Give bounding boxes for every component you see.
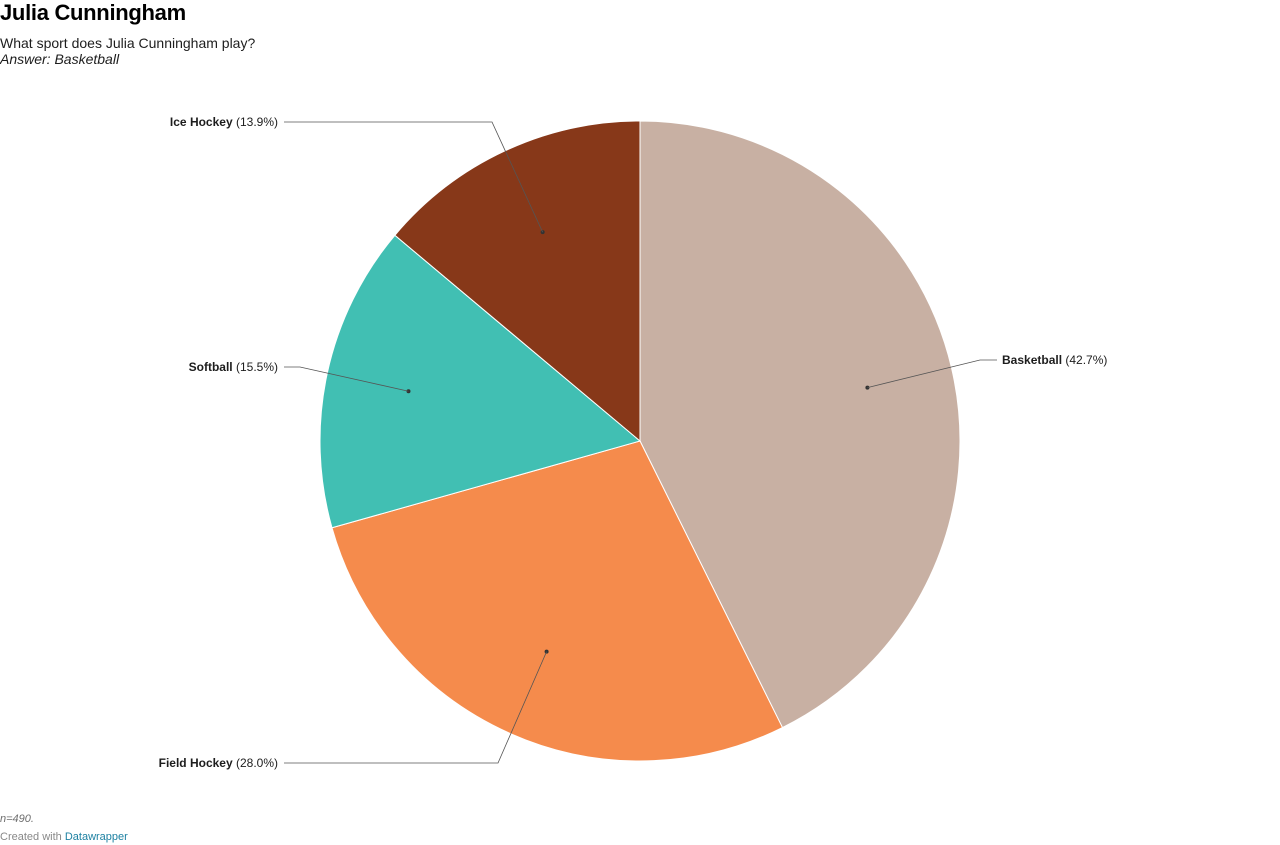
slice-label-name: Basketball [1002, 353, 1062, 367]
pie-slices [319, 120, 961, 762]
pie-labels: Basketball (42.7%) Field Hockey (28.0%) So… [159, 115, 1108, 770]
slice-label-softball: Softball (15.5%) [189, 360, 278, 374]
chart-answer: Answer: Basketball [0, 51, 120, 67]
slice-label-name: Field Hockey [159, 756, 233, 770]
slice-label-field-hockey: Field Hockey (28.0%) [159, 756, 278, 770]
sample-size-note: n=490. [0, 813, 34, 825]
slice-label-value: (13.9%) [233, 115, 278, 129]
slice-label-ice-hockey: Ice Hockey (13.9%) [170, 115, 278, 129]
credit-line: Created with Datawrapper [0, 830, 128, 845]
slice-softball[interactable] [319, 234, 642, 529]
slice-label-name: Softball [189, 360, 233, 374]
chart-footer: n=490. Created with Datawrapper [0, 812, 128, 845]
slice-ice-hockey[interactable] [394, 120, 641, 443]
chart-title: Julia Cunningham [0, 0, 186, 25]
leader-line-ice-hockey [284, 121, 544, 233]
slice-label-value: (15.5%) [233, 360, 278, 374]
slice-field-hockey[interactable] [331, 440, 784, 762]
slice-basketball[interactable] [639, 120, 961, 729]
chart-subtitle: What sport does Julia Cunningham play? [0, 35, 256, 51]
credit-prefix: Created with [0, 831, 62, 843]
slice-label-basketball: Basketball (42.7%) [1002, 353, 1107, 367]
chart-header: Julia Cunningham What sport does Julia C… [0, 0, 900, 68]
leader-line-basketball [867, 359, 997, 388]
slice-label-name: Ice Hockey [170, 115, 233, 129]
slice-label-value: (28.0%) [233, 756, 278, 770]
leader-line-softball [284, 366, 409, 392]
datawrapper-link[interactable]: Datawrapper [64, 831, 128, 843]
leader-line-field-hockey [284, 651, 547, 764]
slice-label-value: (42.7%) [1062, 353, 1107, 367]
